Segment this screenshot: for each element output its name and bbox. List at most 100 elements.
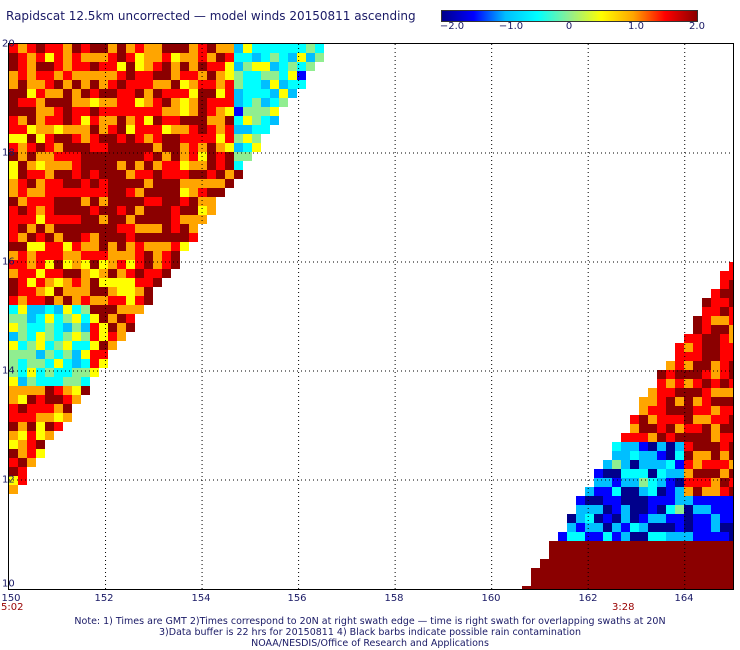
heatmap-cell (657, 460, 666, 469)
heatmap-cell (252, 44, 261, 53)
heatmap-cell (648, 505, 657, 514)
heatmap-cell (522, 586, 531, 589)
heatmap-cell (126, 224, 135, 233)
heatmap-cell (657, 406, 666, 415)
heatmap-cell (81, 224, 90, 233)
heatmap-cell (666, 550, 675, 559)
heatmap-cell (702, 442, 711, 451)
heatmap-cell (666, 478, 675, 487)
heatmap-cell (684, 496, 693, 505)
heatmap-cell (135, 170, 144, 179)
heatmap-cell (693, 334, 702, 343)
heatmap-cell (135, 260, 144, 269)
heatmap-cell (675, 514, 684, 523)
heatmap-cell (684, 478, 693, 487)
colorbar-tick: 2.0 (689, 21, 705, 32)
heatmap-cell (81, 368, 90, 377)
heatmap-cell (108, 242, 117, 251)
heatmap-cell (45, 161, 54, 170)
heatmap-cell (81, 269, 90, 278)
heatmap-cell (99, 116, 108, 125)
heatmap-cell (648, 559, 657, 568)
heatmap-cell (9, 440, 18, 449)
heatmap-cell (117, 314, 126, 323)
heatmap-cell (711, 460, 720, 469)
heatmap-cell (117, 161, 126, 170)
heatmap-cell (729, 325, 733, 334)
heatmap-cell (99, 161, 108, 170)
heatmap-cell (666, 541, 675, 550)
heatmap-cell (567, 586, 576, 589)
x-tick-label: 152 (94, 593, 114, 604)
heatmap-cell (126, 278, 135, 287)
heatmap-cell (18, 386, 27, 395)
heatmap-cell (720, 361, 729, 370)
heatmap-cell (72, 125, 81, 134)
heatmap-cell (81, 278, 90, 287)
heatmap-cell (90, 71, 99, 80)
heatmap-cell (720, 460, 729, 469)
heatmap-cell (693, 523, 702, 532)
heatmap-cell (9, 62, 18, 71)
heatmap-cell (711, 307, 720, 316)
heatmap-cell (108, 134, 117, 143)
heatmap-cell (54, 71, 63, 80)
heatmap-cell (639, 487, 648, 496)
heatmap-cell (162, 179, 171, 188)
heatmap-cell (54, 134, 63, 143)
heatmap-cell (621, 451, 630, 460)
heatmap-cell (702, 496, 711, 505)
heatmap-cell (27, 368, 36, 377)
heatmap-cell (549, 541, 558, 550)
heatmap-cell (108, 188, 117, 197)
heatmap-cell (720, 370, 729, 379)
heatmap-cell (225, 143, 234, 152)
heatmap-cell (216, 62, 225, 71)
heatmap-cell (630, 577, 639, 586)
heatmap-cell (639, 505, 648, 514)
heatmap-cell (648, 469, 657, 478)
heatmap-cell (576, 559, 585, 568)
heatmap-cell (45, 224, 54, 233)
heatmap-cell (18, 422, 27, 431)
heatmap-cell (162, 89, 171, 98)
heatmap-cell (171, 224, 180, 233)
heatmap-cell (153, 197, 162, 206)
heatmap-cell (270, 53, 279, 62)
heatmap-cell (108, 161, 117, 170)
heatmap-cell (108, 332, 117, 341)
heatmap-cell (45, 215, 54, 224)
heatmap-cell (162, 260, 171, 269)
heatmap-cell (711, 532, 720, 541)
heatmap-cell (90, 152, 99, 161)
heatmap-cell (675, 361, 684, 370)
heatmap-cell (639, 415, 648, 424)
heatmap-cell (36, 134, 45, 143)
heatmap-cell (657, 424, 666, 433)
heatmap-cell (630, 514, 639, 523)
heatmap-cell (36, 44, 45, 53)
heatmap-cell (729, 532, 733, 541)
heatmap-cell (243, 116, 252, 125)
heatmap-cell (45, 413, 54, 422)
heatmap-cell (162, 251, 171, 260)
heatmap-cell (63, 332, 72, 341)
heatmap-cell (90, 107, 99, 116)
heatmap-cell (9, 386, 18, 395)
heatmap-cell (171, 206, 180, 215)
heatmap-cell (144, 62, 153, 71)
heatmap-cell (54, 152, 63, 161)
heatmap-cell (36, 143, 45, 152)
heatmap-cell (18, 287, 27, 296)
heatmap-cell (54, 170, 63, 179)
heatmap-cell (72, 332, 81, 341)
heatmap-cell (162, 98, 171, 107)
heatmap-cell (63, 206, 72, 215)
heatmap-cell (162, 53, 171, 62)
heatmap-cell (531, 568, 540, 577)
y-tick-label: 12 (2, 474, 15, 486)
heatmap-cell (189, 44, 198, 53)
heatmap-cell (99, 188, 108, 197)
heatmap-cell (666, 487, 675, 496)
x-tick-label: 160 (481, 593, 501, 604)
